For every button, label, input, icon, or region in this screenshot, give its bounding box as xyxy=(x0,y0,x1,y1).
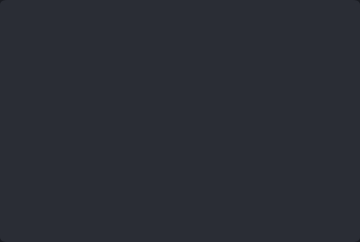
Text: 11/01/2024: 11/01/2024 xyxy=(288,213,340,222)
Text: S&P 500 Index: S&P 500 Index xyxy=(282,130,338,140)
Point xyxy=(338,50,343,53)
Text: Hang Seng Index: Hang Seng Index xyxy=(273,171,338,180)
Text: Increase: Increase xyxy=(190,70,237,80)
FancyBboxPatch shape xyxy=(190,21,345,98)
Text: 11/01/2014: 11/01/2014 xyxy=(68,213,120,222)
Text: Nikkei 225 index: Nikkei 225 index xyxy=(227,38,308,49)
Text: 120%: 120% xyxy=(242,68,297,86)
